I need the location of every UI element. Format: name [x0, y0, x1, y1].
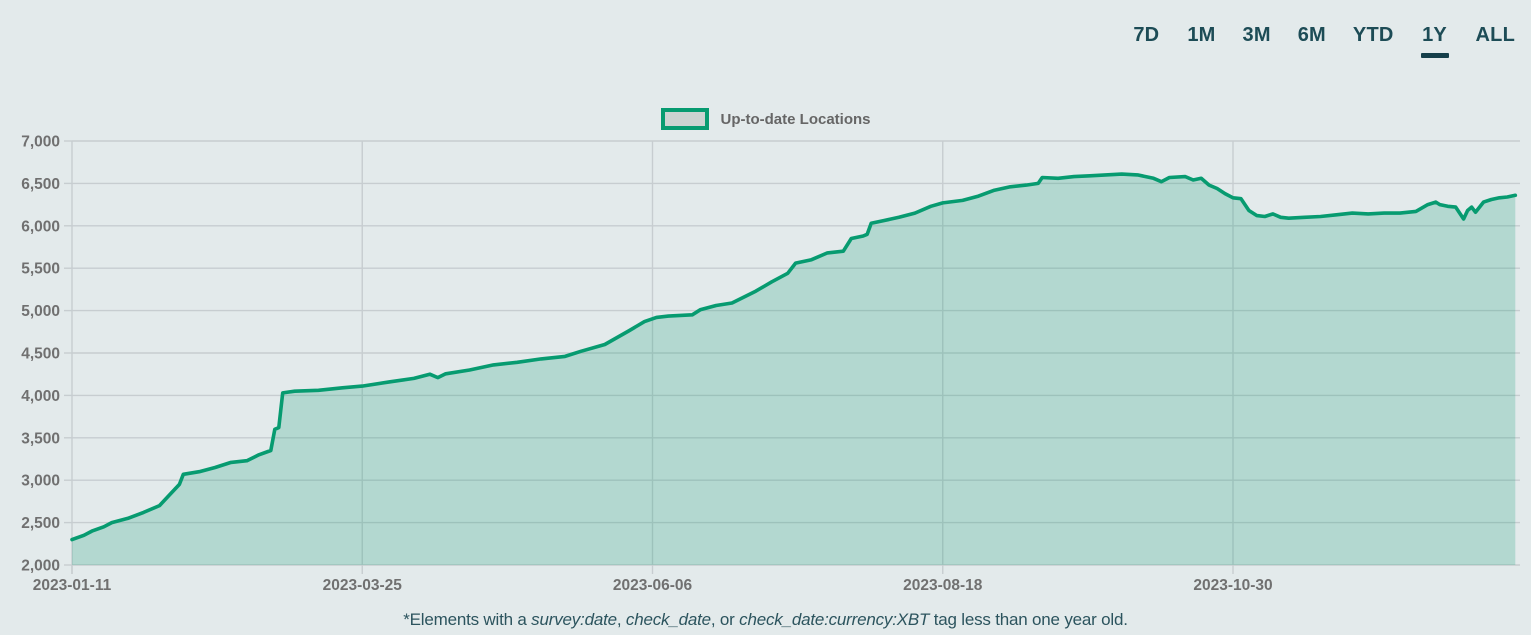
range-option-1m[interactable]: 1M	[1187, 24, 1215, 58]
x-axis-tick-label: 2023-03-25	[323, 577, 403, 594]
x-axis-tick-label: 2023-10-30	[1193, 577, 1272, 594]
legend-item-up-to-date-locations[interactable]: Up-to-date Locations	[660, 108, 871, 130]
y-axis-tick-label: 5,000	[21, 303, 60, 320]
range-option-1y[interactable]: 1Y	[1420, 24, 1449, 58]
y-axis-tick-label: 7,000	[21, 134, 60, 151]
y-axis-tick-label: 4,000	[21, 388, 60, 405]
series-line-up-to-date-locations	[70, 172, 1518, 542]
range-option-all[interactable]: ALL	[1476, 24, 1515, 58]
footnote-text: ,	[616, 610, 626, 629]
series-area-fill	[72, 174, 1516, 565]
footnote-text: tag less than one year old.	[929, 610, 1128, 629]
y-axis-tick-label: 2,000	[21, 558, 60, 575]
range-option-label: YTD	[1352, 24, 1394, 46]
y-axis-tick-label: 4,500	[21, 346, 60, 363]
legend-swatch-icon	[660, 108, 709, 130]
footnote-tag-check-date: check_date	[625, 610, 711, 629]
footnote-text: *Elements with a	[403, 610, 532, 629]
range-selector: 7D 1M 3M 6M YTD 1Y ALL	[1132, 24, 1515, 58]
x-axis-tick-label: 2023-06-06	[613, 577, 693, 594]
x-axis-tick-label: 2023-08-18	[903, 577, 983, 594]
footnote-tag-check-date-currency-xbt: check_date:currency:XBT	[739, 610, 930, 629]
footnote-tag-survey-date: survey:date	[531, 610, 617, 629]
y-axis-tick-label: 6,500	[21, 176, 60, 193]
range-option-ytd[interactable]: YTD	[1353, 24, 1394, 58]
range-option-label: 3M	[1242, 24, 1271, 46]
legend-label: Up-to-date Locations	[720, 110, 871, 128]
range-option-6m[interactable]: 6M	[1298, 24, 1326, 58]
chart-grid: 2,000 2,500 3,000 3,500 4,000 4,500 5,000 5,500…	[21, 134, 1520, 594]
range-option-3m[interactable]: 3M	[1243, 24, 1271, 58]
y-axis-tick-label: 5,500	[21, 261, 60, 278]
range-option-label: 6M	[1297, 24, 1326, 46]
y-axis-tick-label: 6,000	[21, 218, 60, 235]
x-axis-tick-label: 2023-01-11	[33, 577, 112, 594]
chart-footnote: *Elements with a survey:date, check_date…	[0, 610, 1531, 630]
range-option-label: 1M	[1187, 24, 1216, 46]
y-axis-tick-label: 3,000	[21, 473, 60, 490]
y-axis-tick-label: 3,500	[21, 430, 60, 447]
range-option-7d[interactable]: 7D	[1132, 24, 1160, 58]
footnote-text: , or	[710, 610, 740, 629]
range-option-label: 7D	[1133, 24, 1160, 46]
range-option-label: ALL	[1475, 24, 1515, 46]
range-option-label: 1Y	[1422, 24, 1447, 46]
active-underline	[1420, 53, 1449, 58]
y-axis-tick-label: 2,500	[21, 515, 60, 532]
